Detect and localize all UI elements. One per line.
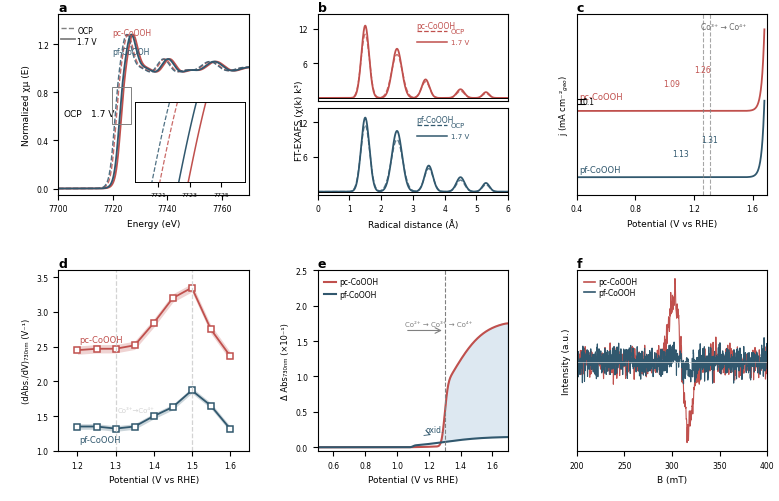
Text: 1.09: 1.09 [663, 80, 680, 89]
Text: pf-CoOOH: pf-CoOOH [417, 115, 454, 124]
Y-axis label: j (mA cm⁻²$_{geo}$): j (mA cm⁻²$_{geo}$) [558, 75, 571, 136]
Legend: pc-CoOOH, pf-CoOOH: pc-CoOOH, pf-CoOOH [580, 275, 640, 300]
Text: pf-CoOOH: pf-CoOOH [111, 48, 149, 57]
Legend: pc-CoOOH, pf-CoOOH: pc-CoOOH, pf-CoOOH [322, 275, 381, 303]
Text: 1.7 V: 1.7 V [77, 38, 97, 47]
Text: pf-CoOOH: pf-CoOOH [79, 435, 121, 444]
Text: d: d [58, 258, 67, 271]
Text: 1.26: 1.26 [694, 66, 710, 75]
Y-axis label: Normalized χμ (E): Normalized χμ (E) [22, 65, 31, 145]
X-axis label: Radical distance (Å): Radical distance (Å) [368, 219, 458, 229]
Text: c: c [576, 2, 584, 15]
Text: b: b [318, 2, 326, 15]
X-axis label: Potential (V vs RHE): Potential (V vs RHE) [108, 475, 199, 484]
Text: 1.7 V: 1.7 V [451, 133, 469, 139]
Text: oxid.: oxid. [425, 425, 444, 434]
Text: FT-EXAFS (χ(k) k³): FT-EXAFS (χ(k) k³) [295, 80, 305, 160]
Text: e: e [318, 258, 326, 271]
Text: 1.7 V: 1.7 V [451, 40, 469, 46]
X-axis label: Potential (V vs RHE): Potential (V vs RHE) [627, 219, 717, 228]
Text: OCP: OCP [451, 30, 465, 36]
X-axis label: B (mT): B (mT) [657, 475, 687, 484]
Text: a: a [58, 2, 67, 15]
Text: Co³⁺→Co⁴⁺: Co³⁺→Co⁴⁺ [118, 407, 154, 413]
Y-axis label: (dAbs./dV)₇₃₀ₙₘ (V⁻¹): (dAbs./dV)₇₃₀ₙₘ (V⁻¹) [22, 318, 31, 403]
Text: Co³⁺ → Co⁴⁺: Co³⁺ → Co⁴⁺ [701, 24, 746, 32]
Text: 0.1: 0.1 [583, 98, 594, 107]
Y-axis label: Δ Abs₇₃₀ₙₘ (×10⁻¹): Δ Abs₇₃₀ₙₘ (×10⁻¹) [281, 323, 291, 399]
Text: pc-CoOOH: pc-CoOOH [580, 93, 623, 102]
Text: OCP: OCP [77, 28, 93, 37]
Text: 1.13: 1.13 [672, 149, 689, 158]
Text: OCP: OCP [64, 110, 83, 119]
Text: pc-CoOOH: pc-CoOOH [417, 22, 456, 31]
Text: 1.7 V: 1.7 V [91, 110, 115, 119]
Bar [111, 88, 131, 124]
X-axis label: Energy (eV): Energy (eV) [127, 219, 181, 228]
Y-axis label: Intensity (a.u.): Intensity (a.u.) [562, 328, 571, 394]
Text: pf-CoOOH: pf-CoOOH [580, 166, 621, 175]
Text: Co²⁺ → Co³⁺ → Co⁴⁺: Co²⁺ → Co³⁺ → Co⁴⁺ [405, 321, 472, 327]
Text: f: f [576, 258, 582, 271]
Text: pc-CoOOH: pc-CoOOH [79, 335, 123, 344]
Text: OCP: OCP [451, 123, 465, 129]
Text: pc-CoOOH: pc-CoOOH [111, 30, 151, 39]
X-axis label: Potential (V vs RHE): Potential (V vs RHE) [368, 475, 458, 484]
Text: 1.31: 1.31 [701, 135, 718, 144]
